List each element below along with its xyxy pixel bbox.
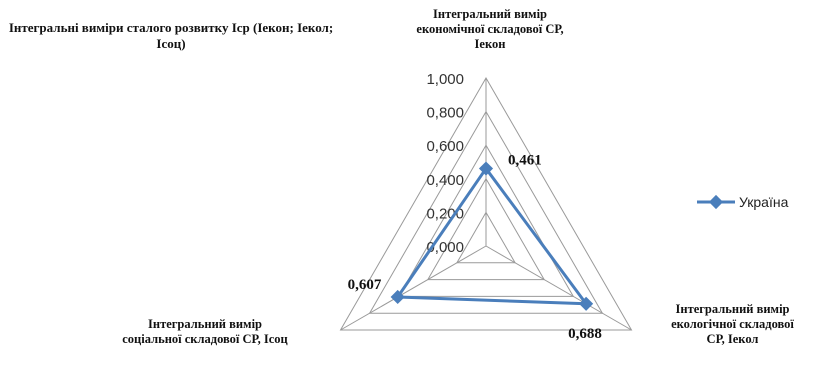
axis-label-econ: Інтегральний вимір економічної складової… — [360, 7, 620, 52]
axis-label-line: економічної складової СР, — [416, 22, 564, 36]
axis-label-soc: Інтегральний вимір соціальної складової … — [70, 317, 340, 347]
axis-label-line: Іекон — [474, 37, 506, 51]
tick-label: 0,800 — [426, 105, 464, 122]
axis-spoke — [485, 245, 632, 331]
data-point — [579, 296, 594, 311]
data-label: 0,607 — [348, 277, 382, 293]
tick-label: 0,400 — [426, 172, 464, 189]
axis-spoke — [340, 245, 487, 331]
axis-label-ecol: Інтегральний вимір екологічної складової… — [638, 302, 827, 347]
axis-label-line: СР, Іекол — [706, 332, 759, 346]
axis-label-line: соціальної складової СР, Ісоц — [122, 332, 288, 346]
grid-ring — [368, 110, 604, 314]
data-point — [478, 161, 494, 176]
legend-swatch — [697, 194, 735, 210]
legend-label: Україна — [739, 194, 789, 210]
data-point — [390, 289, 405, 305]
grid-ring — [339, 76, 633, 331]
grid-ring — [397, 144, 575, 297]
grid-ring — [426, 177, 546, 281]
axis-label-line: Інтегральний вимір — [148, 317, 262, 331]
data-label: 0,461 — [508, 153, 542, 169]
axis-label-line: екологічної складової — [671, 317, 794, 331]
tick-label: 0,200 — [426, 205, 464, 222]
legend: Україна — [697, 194, 788, 210]
axis-label-line: Інтегральний вимір — [675, 302, 790, 316]
grid-ring — [456, 211, 516, 264]
series-line — [396, 167, 588, 306]
tick-label: 1,000 — [426, 71, 464, 88]
axis-label-line: Інтегральний вимір — [433, 7, 547, 21]
data-label: 0,688 — [568, 326, 602, 342]
tick-label: 0,600 — [426, 138, 464, 155]
chart-title: Інтегральні виміри сталого розвитку Іср … — [8, 20, 334, 51]
